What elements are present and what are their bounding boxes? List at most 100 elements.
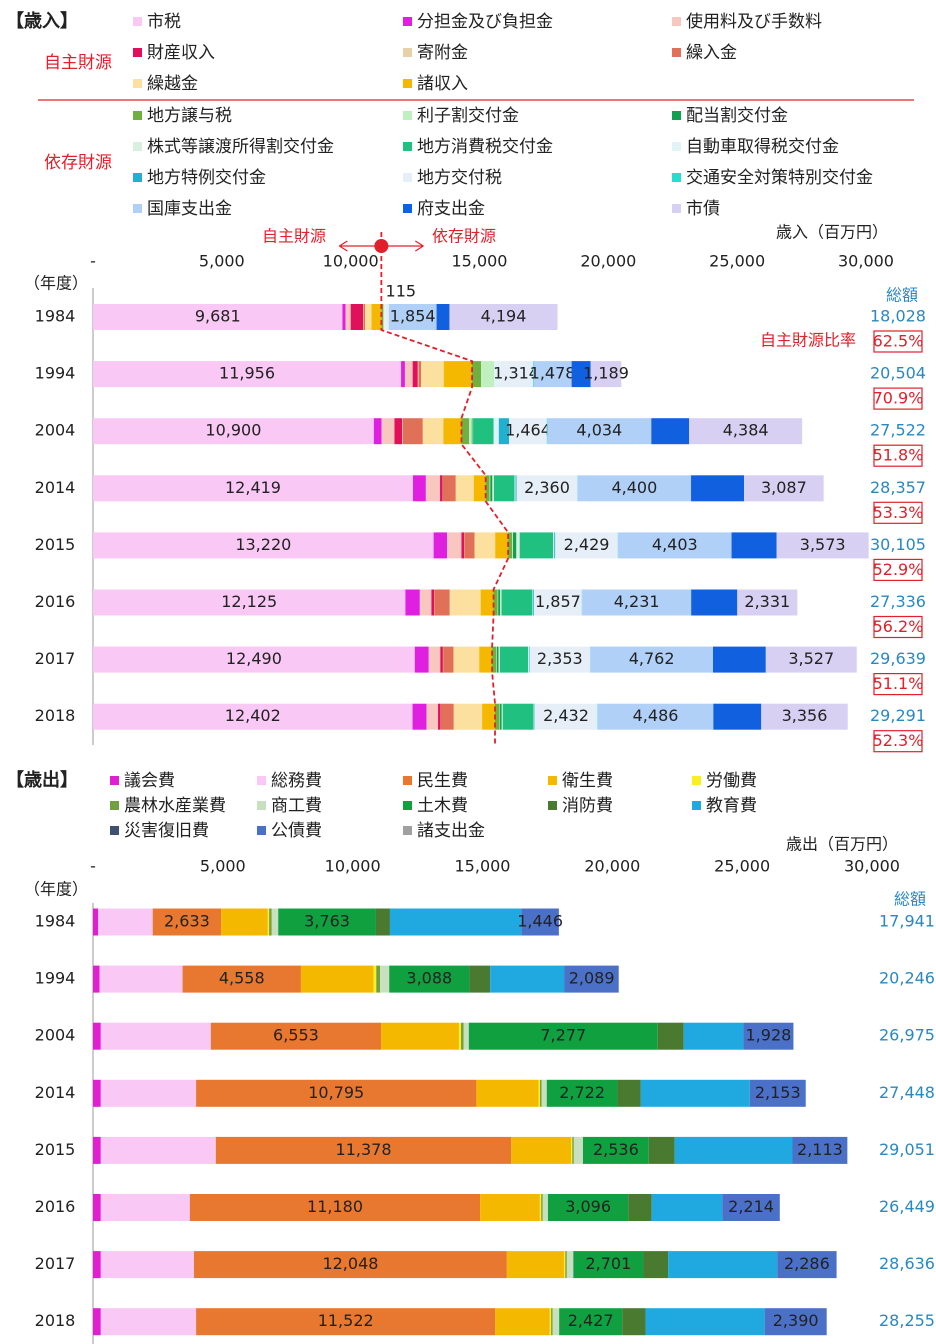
legend-label: 地方交付税 (417, 168, 502, 188)
bar-segment (189, 1194, 481, 1221)
bar-segment (645, 1308, 765, 1336)
value-label: 6,553 (273, 1026, 319, 1045)
bar-segment (93, 908, 99, 936)
value-label: 1,928 (746, 1026, 792, 1045)
bar-segment (278, 908, 376, 936)
bar-segment (412, 361, 418, 388)
bar-segment (221, 908, 268, 936)
bar-segment (657, 1022, 684, 1050)
bar-segment (511, 1136, 571, 1164)
legend-swatch (692, 801, 701, 810)
bar-segment (792, 1136, 848, 1164)
bar-segment (381, 304, 384, 330)
bar-segment (485, 475, 490, 502)
ratio-title: 自主財源比率 (760, 331, 856, 350)
bar-segment (93, 1251, 101, 1279)
bar-segment (376, 965, 381, 993)
legend-label: 配当割交付金 (686, 106, 788, 126)
bar-segment (713, 703, 762, 730)
value-label: 4,034 (576, 421, 622, 440)
bar-segment (469, 965, 491, 993)
bar-segment (712, 646, 766, 673)
bar-segment (472, 361, 482, 388)
bar-segment (196, 1079, 477, 1107)
bar-segment (573, 1251, 644, 1279)
value-label: 3,356 (782, 706, 828, 725)
legend-swatch (692, 776, 701, 785)
boundary-arrow-head (339, 240, 424, 252)
bar-segment (271, 908, 279, 936)
bar-segment (458, 1022, 462, 1050)
bar-segment (509, 418, 547, 445)
legend-swatch (257, 776, 266, 785)
value-label: 4,384 (723, 421, 769, 440)
total-label: 26,449 (879, 1197, 935, 1216)
ratio-box (873, 730, 923, 753)
bar-segment (93, 965, 100, 993)
legend-swatch (403, 204, 412, 213)
bar-segment (494, 361, 500, 388)
total-label: 26,975 (879, 1026, 935, 1045)
x-tick-label: 10,000 (325, 857, 381, 876)
value-label: 1,464 (505, 421, 551, 440)
bar-segment (508, 532, 513, 559)
legend-swatch (403, 17, 412, 26)
bar-segment (674, 1136, 793, 1164)
bar-segment (572, 1136, 574, 1164)
value-label: 12,419 (225, 478, 281, 497)
bar-segment (648, 1136, 675, 1164)
x-tick-label: 10,000 (323, 252, 379, 271)
legend-label: 地方譲与税 (147, 106, 232, 126)
bar-segment (749, 1079, 806, 1107)
bar-segment (426, 703, 439, 730)
legend-swatch (672, 17, 681, 26)
value-label: 2,153 (755, 1083, 801, 1102)
ratio-label: 53.3% (873, 503, 924, 522)
legend-swatch (548, 801, 557, 810)
bar-segment (643, 1251, 669, 1279)
bar-segment (447, 532, 462, 559)
bar-segment (438, 703, 441, 730)
bar-segment (554, 532, 556, 559)
bar-segment (514, 475, 516, 502)
legend-swatch (403, 48, 412, 57)
bar-segment (373, 965, 377, 993)
legend-label: 国庫支出金 (147, 199, 232, 219)
bar-segment (617, 1079, 641, 1107)
bar-segment (100, 1022, 211, 1050)
bar-segment (552, 1308, 560, 1336)
value-label: 4,403 (652, 535, 698, 554)
category-label: 2016 (35, 592, 76, 611)
bar-segment (541, 1194, 543, 1221)
total-label: 18,028 (870, 307, 926, 326)
value-label: 12,490 (226, 649, 282, 668)
bar-segment (433, 532, 448, 559)
bar-segment (493, 475, 515, 502)
value-label: 3,087 (761, 478, 807, 497)
bar-segment (469, 418, 472, 445)
bar-segment (363, 304, 366, 330)
bar-segment (473, 418, 494, 445)
bar-segment (269, 908, 272, 936)
bar-segment (93, 589, 406, 616)
bar-segment (476, 1079, 539, 1107)
legend-label: 自動車取得税交付金 (686, 137, 839, 157)
category-label: 1994 (35, 364, 76, 383)
bar-segment (402, 418, 423, 445)
bar-segment (547, 1194, 629, 1221)
bar-segment (640, 1079, 750, 1107)
bar-segment (345, 304, 351, 330)
bar-segment (495, 703, 500, 730)
x-tick-label: 30,000 (838, 252, 894, 271)
legend-label: 地方消費税交付金 (417, 137, 553, 157)
ratio-box (873, 615, 923, 639)
value-label: 2,429 (564, 535, 610, 554)
bar-segment (405, 589, 420, 616)
bar-segment (498, 418, 510, 445)
bar-segment (497, 589, 499, 616)
legend-swatch (403, 776, 412, 785)
bar-segment (363, 304, 364, 330)
bar-segment (502, 703, 534, 730)
legend-label: 繰入金 (686, 43, 737, 63)
total-label: 29,639 (870, 649, 926, 668)
